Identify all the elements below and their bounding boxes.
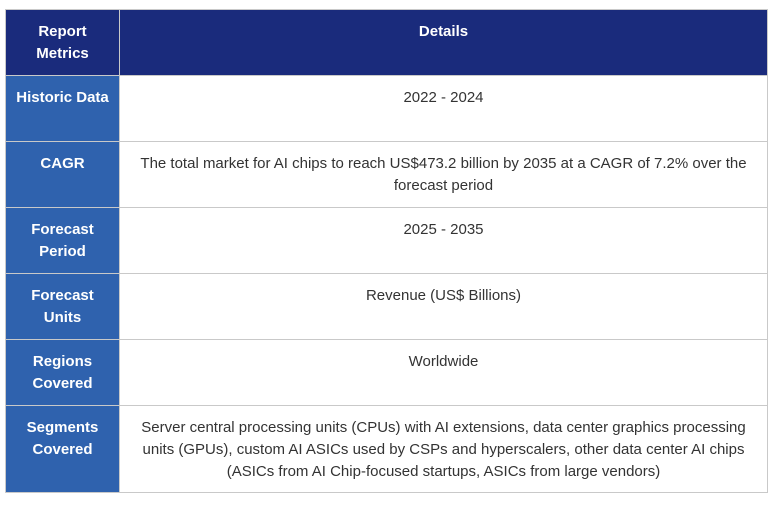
metric-details: Server central processing units (CPUs) w… — [119, 405, 768, 493]
metric-details: 2025 - 2035 — [119, 207, 768, 274]
table-row-forecast-units: Forecast Units Revenue (US$ Billions) — [5, 273, 768, 340]
metric-label: Forecast Units — [5, 273, 120, 340]
metric-label: Segments Covered — [5, 405, 120, 493]
metric-details: Worldwide — [119, 339, 768, 406]
metric-label: Forecast Period — [5, 207, 120, 274]
report-metrics-table: Report Metrics Details Historic Data 202… — [5, 9, 768, 493]
table-row-forecast-period: Forecast Period 2025 - 2035 — [5, 207, 768, 274]
header-details: Details — [119, 9, 768, 76]
metric-label: Regions Covered — [5, 339, 120, 406]
metric-label: Historic Data — [5, 75, 120, 142]
table-row-cagr: CAGR The total market for AI chips to re… — [5, 141, 768, 208]
header-report-metrics: Report Metrics — [5, 9, 120, 76]
table-header-row: Report Metrics Details — [5, 9, 768, 76]
table-row-regions-covered: Regions Covered Worldwide — [5, 339, 768, 406]
metric-details: Revenue (US$ Billions) — [119, 273, 768, 340]
metric-details: 2022 - 2024 — [119, 75, 768, 142]
table-row-segments-covered: Segments Covered Server central processi… — [5, 405, 768, 493]
metric-details: The total market for AI chips to reach U… — [119, 141, 768, 208]
metric-label: CAGR — [5, 141, 120, 208]
table-row-historic-data: Historic Data 2022 - 2024 — [5, 75, 768, 142]
